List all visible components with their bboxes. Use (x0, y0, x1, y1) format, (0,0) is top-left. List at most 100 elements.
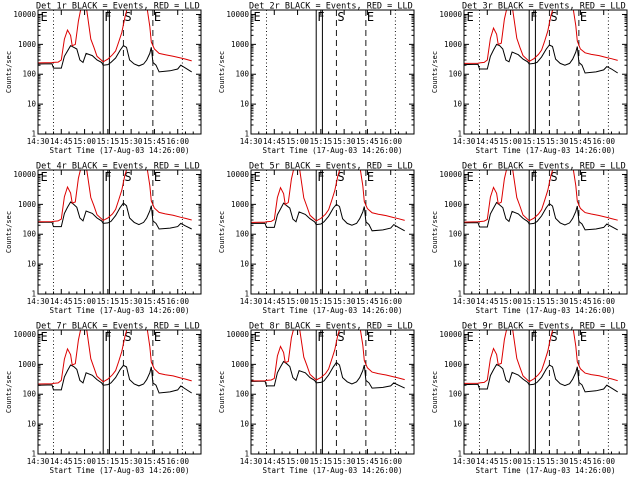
series-events-line (464, 43, 618, 74)
y-tick-label: 10000 (226, 170, 249, 179)
y-tick-label: 1000 (18, 200, 37, 209)
x-tick-label: 14:30 (27, 137, 50, 146)
y-tick-label: 1000 (444, 360, 463, 369)
x-tick-label: 15:45 (143, 297, 166, 306)
plot-frame (463, 9, 628, 135)
x-tick-label: 15:30 (120, 297, 143, 306)
y-tick-label: 1 (31, 130, 36, 139)
marker-label: E (254, 330, 261, 344)
marker-label: F (530, 330, 537, 344)
marker-label: E (41, 10, 48, 24)
series-lld-line (464, 10, 618, 64)
y-tick-label: 10000 (226, 10, 249, 19)
y-tick-label: 10 (27, 420, 37, 429)
series-events-line (251, 202, 405, 232)
y-axis-label: Counts/sec (218, 371, 226, 413)
panel-title: Det 9r BLACK = Events, RED = LLD (462, 322, 626, 332)
series-events-line (464, 201, 618, 231)
x-tick-label: 14:45 (263, 297, 286, 306)
panel-title: Det 7r BLACK = Events, RED = LLD (36, 322, 200, 332)
x-axis-label: Start Time (17-Aug-03 14:26:00) (50, 306, 190, 315)
x-tick-label: 15:45 (569, 137, 592, 146)
marker-label: S (550, 170, 557, 184)
x-tick-label: 16:00 (592, 457, 615, 466)
x-tick-label: 15:45 (356, 457, 379, 466)
x-tick-label: 15:15 (97, 457, 120, 466)
marker-label: E (367, 10, 374, 24)
x-tick-label: 15:00 (73, 137, 96, 146)
x-tick-label: 15:30 (333, 297, 356, 306)
series-events-line (38, 364, 192, 394)
x-tick-label: 15:30 (333, 457, 356, 466)
series-lld-line (38, 330, 192, 385)
x-tick-label: 15:00 (286, 297, 309, 306)
y-tick-label: 10 (453, 260, 463, 269)
marker-label: S (337, 170, 344, 184)
panel-title: Det 5r BLACK = Events, RED = LLD (249, 162, 413, 172)
y-axis-label: Counts/sec (5, 371, 13, 413)
marker-label: E (41, 330, 48, 344)
series-lld-line (38, 170, 192, 223)
y-tick-label: 10 (453, 100, 463, 109)
x-tick-label: 14:30 (453, 457, 476, 466)
y-axis-label: Counts/sec (431, 211, 439, 253)
y-tick-label: 1 (244, 290, 249, 299)
marker-label: F (317, 10, 324, 24)
x-tick-label: 16:00 (379, 297, 402, 306)
x-tick-label: 14:45 (50, 297, 73, 306)
y-tick-label: 100 (22, 230, 36, 239)
x-tick-label: 14:45 (50, 457, 73, 466)
x-tick-label: 14:30 (240, 137, 263, 146)
x-axis-label: Start Time (17-Aug-03 14:26:00) (476, 146, 616, 155)
series-lld-line (251, 330, 405, 382)
marker-label: S (124, 10, 131, 24)
y-axis-label: Counts/sec (218, 51, 226, 93)
series-events-line (464, 363, 618, 393)
y-axis-label: Counts/sec (5, 211, 13, 253)
marker-label: E (467, 10, 474, 24)
x-axis-label: Start Time (17-Aug-03 14:26:00) (263, 466, 403, 475)
y-tick-label: 1000 (18, 40, 37, 49)
series-lld-line (251, 170, 405, 223)
y-tick-label: 10000 (226, 330, 249, 339)
x-axis-label: Start Time (17-Aug-03 14:26:00) (50, 146, 190, 155)
y-axis-label: Counts/sec (218, 211, 226, 253)
x-tick-label: 15:45 (143, 137, 166, 146)
panel-title: Det 4r BLACK = Events, RED = LLD (36, 162, 200, 172)
plot-frame (250, 9, 415, 135)
marker-label: E (41, 170, 48, 184)
x-tick-label: 15:45 (356, 297, 379, 306)
plot-frame (37, 329, 202, 455)
x-tick-label: 15:15 (97, 137, 120, 146)
series-events-line (251, 360, 405, 389)
x-tick-label: 15:00 (286, 457, 309, 466)
series-events-line (38, 45, 192, 73)
marker-label: E (154, 170, 161, 184)
x-tick-label: 15:30 (546, 457, 569, 466)
x-tick-label: 16:00 (166, 297, 189, 306)
y-tick-label: 10 (240, 260, 250, 269)
panel-title: Det 6r BLACK = Events, RED = LLD (462, 162, 626, 172)
y-tick-label: 1 (244, 130, 249, 139)
y-tick-label: 1000 (231, 200, 250, 209)
marker-label: F (104, 330, 111, 344)
marker-label: F (104, 170, 111, 184)
y-tick-label: 1000 (231, 360, 250, 369)
x-tick-label: 15:15 (310, 457, 333, 466)
marker-label: S (337, 10, 344, 24)
x-tick-label: 15:30 (546, 297, 569, 306)
x-tick-label: 16:00 (592, 137, 615, 146)
x-tick-label: 16:00 (166, 137, 189, 146)
x-axis-label: Start Time (17-Aug-03 14:26:00) (263, 146, 403, 155)
marker-label: E (154, 330, 161, 344)
marker-label: E (367, 170, 374, 184)
x-tick-label: 14:30 (453, 137, 476, 146)
x-tick-label: 15:00 (73, 297, 96, 306)
series-lld-line (38, 10, 192, 64)
x-tick-label: 15:15 (97, 297, 120, 306)
y-tick-label: 1 (244, 450, 249, 459)
x-tick-label: 15:15 (310, 137, 333, 146)
